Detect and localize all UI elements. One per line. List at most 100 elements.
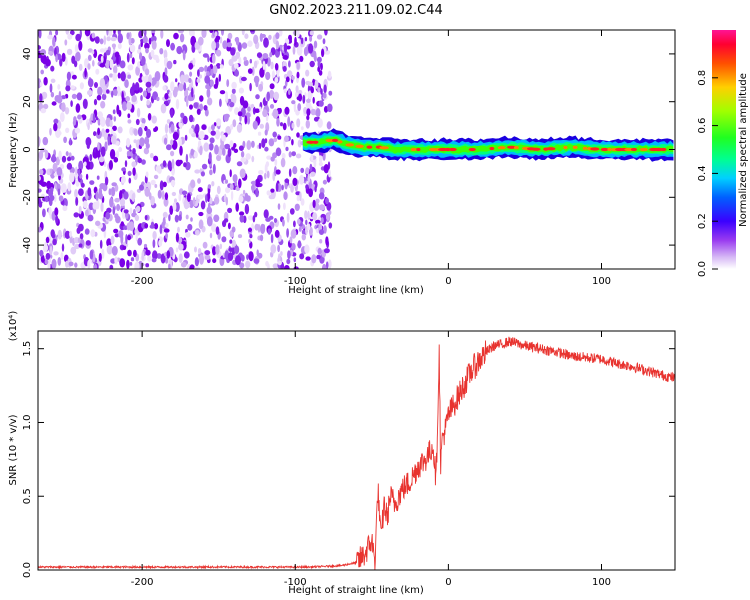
noise-blob — [98, 156, 105, 163]
noise-blob — [166, 144, 172, 151]
noise-blob — [178, 83, 184, 92]
noise-blob — [92, 201, 98, 210]
noise-blob — [172, 131, 179, 141]
noise-blob — [200, 200, 206, 210]
noise-blob — [43, 76, 48, 86]
noise-blob — [273, 218, 278, 223]
noise-blob — [259, 67, 265, 78]
noise-blob — [89, 249, 94, 260]
noise-blob — [87, 89, 93, 96]
ridge-core — [531, 147, 541, 151]
ridge-core — [306, 140, 315, 144]
noise-blob — [196, 78, 201, 83]
noise-blob — [97, 142, 100, 151]
noise-blob — [42, 243, 49, 253]
noise-blob — [275, 32, 280, 40]
noise-blob — [89, 154, 93, 162]
noise-blob — [295, 91, 299, 98]
noise-blob — [283, 202, 286, 210]
noise-blob — [259, 106, 262, 112]
noise-blob — [283, 42, 288, 53]
noise-blob — [99, 38, 104, 45]
noise-blob — [127, 119, 132, 124]
noise-blob — [266, 155, 272, 160]
noise-blob — [51, 258, 57, 269]
noise-blob — [193, 102, 199, 109]
noise-blob — [193, 151, 198, 159]
noise-blob — [162, 211, 168, 219]
noise-blob — [272, 131, 278, 138]
noise-blob — [136, 107, 141, 118]
noise-blob — [325, 261, 329, 269]
noise-blob — [268, 34, 272, 40]
noise-blob — [256, 52, 263, 58]
noise-blob — [38, 226, 42, 233]
noise-blob — [230, 124, 234, 130]
noise-blob — [161, 190, 165, 200]
noise-blob — [135, 66, 141, 76]
noise-blob — [190, 35, 197, 47]
colorbar-tick-label: 0.8 — [697, 70, 708, 86]
noise-blob — [46, 180, 52, 190]
noise-blob — [127, 113, 131, 119]
noise-blob — [188, 62, 194, 70]
noise-blob — [50, 155, 57, 163]
noise-blob — [178, 122, 183, 129]
noise-blob — [301, 77, 306, 88]
noise-blob — [230, 93, 234, 99]
noise-blob — [128, 36, 132, 46]
noise-blob — [254, 108, 260, 113]
noise-blob — [70, 155, 75, 161]
noise-blob — [137, 237, 143, 246]
noise-blob — [139, 52, 143, 61]
noise-blob — [225, 179, 228, 184]
noise-blob — [110, 129, 114, 135]
noise-blob — [91, 50, 95, 55]
noise-blob — [235, 255, 241, 266]
noise-blob — [65, 127, 70, 133]
noise-blob — [247, 215, 254, 221]
noise-blob — [280, 122, 283, 127]
noise-blob — [57, 257, 62, 266]
noise-blob — [296, 45, 303, 56]
noise-blob — [290, 243, 296, 250]
noise-blob — [50, 65, 55, 72]
noise-blob — [117, 30, 121, 36]
noise-blob — [255, 178, 260, 188]
noise-blob — [199, 103, 203, 112]
noise-blob — [160, 253, 166, 264]
noise-blob — [197, 248, 202, 255]
noise-blob — [249, 82, 252, 92]
noise-blob — [307, 173, 311, 183]
noise-blob — [328, 259, 332, 269]
ridge-core — [607, 147, 612, 152]
noise-blob — [70, 246, 77, 255]
noise-blob — [192, 197, 196, 206]
noise-blob — [210, 130, 216, 136]
snr-panel: -200 -100 0 100 0.0 0.5 1.0 1.5 Height of stra… — [8, 311, 676, 596]
noise-blob — [215, 41, 220, 49]
noise-blob — [281, 184, 284, 191]
noise-blob — [40, 69, 44, 75]
noise-blob — [112, 109, 116, 115]
noise-blob — [204, 254, 211, 260]
noise-blob — [292, 177, 298, 187]
noise-blob — [131, 161, 137, 168]
noise-blob — [288, 60, 291, 68]
noise-blob — [240, 76, 247, 82]
snr-y-label: SNR (10 * v/v) — [8, 414, 19, 485]
noise-blob — [242, 189, 246, 195]
noise-blob — [112, 206, 116, 215]
noise-blob — [123, 209, 129, 214]
noise-blob — [110, 186, 116, 197]
noise-blob — [290, 184, 294, 193]
noise-blob — [126, 137, 131, 148]
noise-blob — [58, 150, 62, 160]
noise-blob — [64, 56, 68, 66]
noise-blob — [38, 150, 44, 160]
noise-blob — [184, 74, 190, 83]
noise-blob — [235, 51, 241, 59]
noise-blob — [274, 158, 278, 167]
noise-blob — [113, 228, 119, 234]
noise-blob — [274, 63, 279, 71]
